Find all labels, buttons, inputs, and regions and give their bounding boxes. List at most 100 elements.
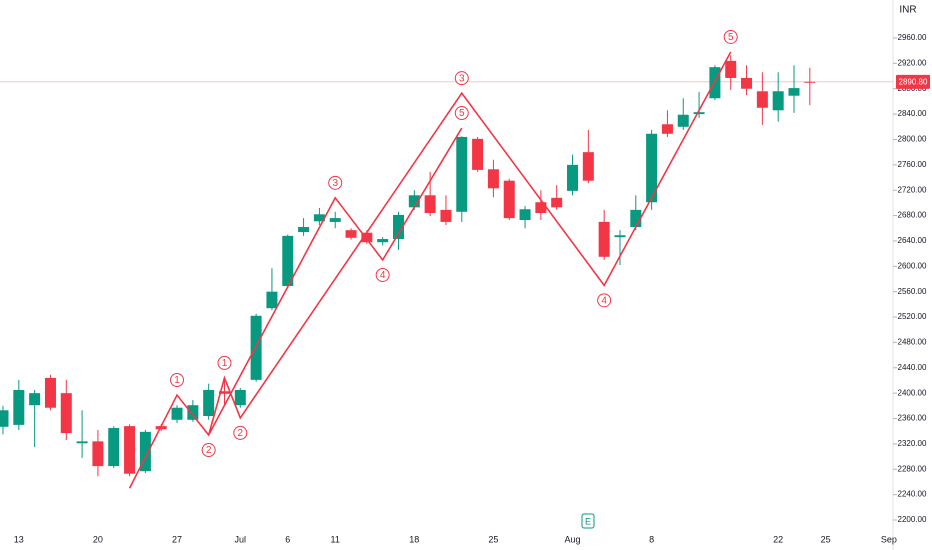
wave-label: 1 bbox=[222, 358, 228, 369]
currency: INR bbox=[899, 5, 916, 16]
candle-body bbox=[693, 112, 705, 115]
candle-body bbox=[92, 441, 104, 467]
candle-body bbox=[282, 235, 294, 286]
wave-label-circle bbox=[233, 425, 248, 440]
candle-body bbox=[0, 410, 9, 427]
candle-body bbox=[393, 214, 404, 240]
x-tick-label: Aug bbox=[565, 534, 581, 544]
candle-body bbox=[44, 377, 56, 408]
wave-label: 1 bbox=[174, 375, 180, 386]
candle-body bbox=[345, 230, 357, 238]
wave-line bbox=[207, 51, 732, 436]
candle-body bbox=[266, 291, 278, 309]
earnings-label[interactable]: E bbox=[585, 516, 591, 526]
wave-line bbox=[128, 127, 463, 489]
candle-body bbox=[456, 136, 468, 212]
candle-body bbox=[567, 164, 579, 191]
y-tick-label: 2520.00 bbox=[898, 312, 927, 321]
x-tick-label: 22 bbox=[773, 534, 783, 544]
candle-body bbox=[171, 407, 183, 420]
candle-body bbox=[234, 389, 246, 406]
y-tick-label: 2920.00 bbox=[898, 58, 927, 67]
wave-label-circle bbox=[217, 355, 232, 370]
wave-label: 4 bbox=[380, 270, 386, 281]
last-price-label: 2890.80 bbox=[899, 77, 928, 86]
y-tick-label: 2320.00 bbox=[898, 439, 927, 448]
candle-body bbox=[535, 202, 547, 214]
candle-body bbox=[725, 60, 737, 78]
candle-body bbox=[741, 77, 753, 89]
y-tick-label: 2760.00 bbox=[898, 160, 927, 169]
y-tick-label: 2720.00 bbox=[898, 185, 927, 194]
x-tick-label: 25 bbox=[821, 534, 831, 544]
candle-body bbox=[756, 91, 768, 108]
wave-label: 3 bbox=[332, 178, 338, 189]
x-tick-label: 13 bbox=[14, 534, 24, 544]
wave-label: 3 bbox=[459, 73, 465, 84]
candle-body bbox=[772, 91, 784, 111]
candle-body bbox=[76, 441, 88, 444]
wave-label: 5 bbox=[459, 108, 465, 119]
candle-body bbox=[804, 81, 816, 83]
candle-body bbox=[124, 426, 136, 474]
last-price-badge bbox=[896, 74, 930, 89]
candle-body bbox=[440, 209, 452, 222]
x-tick-label: Sep bbox=[881, 534, 897, 544]
candle-body bbox=[361, 232, 373, 243]
candle-body bbox=[788, 88, 800, 96]
candle-body bbox=[472, 138, 484, 170]
wave-label: 5 bbox=[728, 32, 734, 43]
candle-body bbox=[29, 393, 41, 406]
wave-label-circle bbox=[597, 293, 612, 308]
earnings-icon[interactable]: E bbox=[581, 513, 595, 529]
candle-body bbox=[139, 431, 151, 472]
candle-body bbox=[187, 405, 199, 420]
candle-body bbox=[519, 209, 531, 221]
x-tick-label: 25 bbox=[488, 534, 498, 544]
candle-body bbox=[218, 391, 230, 394]
wave-label-circle bbox=[170, 373, 185, 388]
y-tick-label: 2560.00 bbox=[898, 287, 927, 296]
candle-body bbox=[250, 315, 262, 380]
y-tick-label: 2440.00 bbox=[898, 363, 927, 372]
candle-body bbox=[60, 393, 72, 434]
candle-body bbox=[108, 428, 120, 467]
candle-body bbox=[614, 235, 626, 238]
candle-body bbox=[424, 195, 436, 214]
y-tick-label: 2840.00 bbox=[898, 109, 927, 118]
x-tick-label: 27 bbox=[172, 534, 182, 544]
wave-label-circle bbox=[454, 106, 469, 121]
x-tick-label: 8 bbox=[649, 534, 654, 544]
wave-label: 2 bbox=[238, 428, 244, 439]
x-tick-label: Jul bbox=[235, 534, 247, 544]
x-tick-label: 18 bbox=[409, 534, 419, 544]
candle-body bbox=[408, 195, 420, 208]
wave-label-circle bbox=[375, 267, 390, 282]
candle-body bbox=[661, 124, 673, 134]
wave-label-circle bbox=[723, 29, 738, 44]
x-tick-label: 11 bbox=[331, 534, 340, 544]
candle-body bbox=[677, 114, 689, 127]
y-tick-label: 2200.00 bbox=[898, 515, 927, 524]
candle-body bbox=[503, 180, 515, 219]
y-tick-label: 2960.00 bbox=[898, 33, 927, 42]
x-tick-label: 6 bbox=[285, 534, 290, 544]
candle-body bbox=[298, 226, 310, 233]
y-tick-label: 2800.00 bbox=[898, 135, 927, 144]
candle-body bbox=[313, 214, 325, 222]
wave-label-circle bbox=[454, 71, 469, 86]
candle-body bbox=[551, 197, 563, 208]
y-tick-label: 2600.00 bbox=[898, 261, 927, 270]
wave-label-circle bbox=[201, 443, 216, 458]
candle-body bbox=[646, 133, 658, 203]
candle-body bbox=[630, 209, 642, 227]
candle-body bbox=[13, 389, 25, 425]
candle-body bbox=[377, 239, 389, 243]
wave-label-circle bbox=[328, 175, 343, 190]
candle-body bbox=[487, 169, 499, 189]
earnings-box[interactable] bbox=[581, 513, 595, 529]
candle-body bbox=[582, 152, 594, 181]
candle-body bbox=[203, 389, 215, 416]
y-tick-label: 2240.00 bbox=[898, 490, 927, 499]
y-tick-label: 2280.00 bbox=[898, 464, 927, 473]
